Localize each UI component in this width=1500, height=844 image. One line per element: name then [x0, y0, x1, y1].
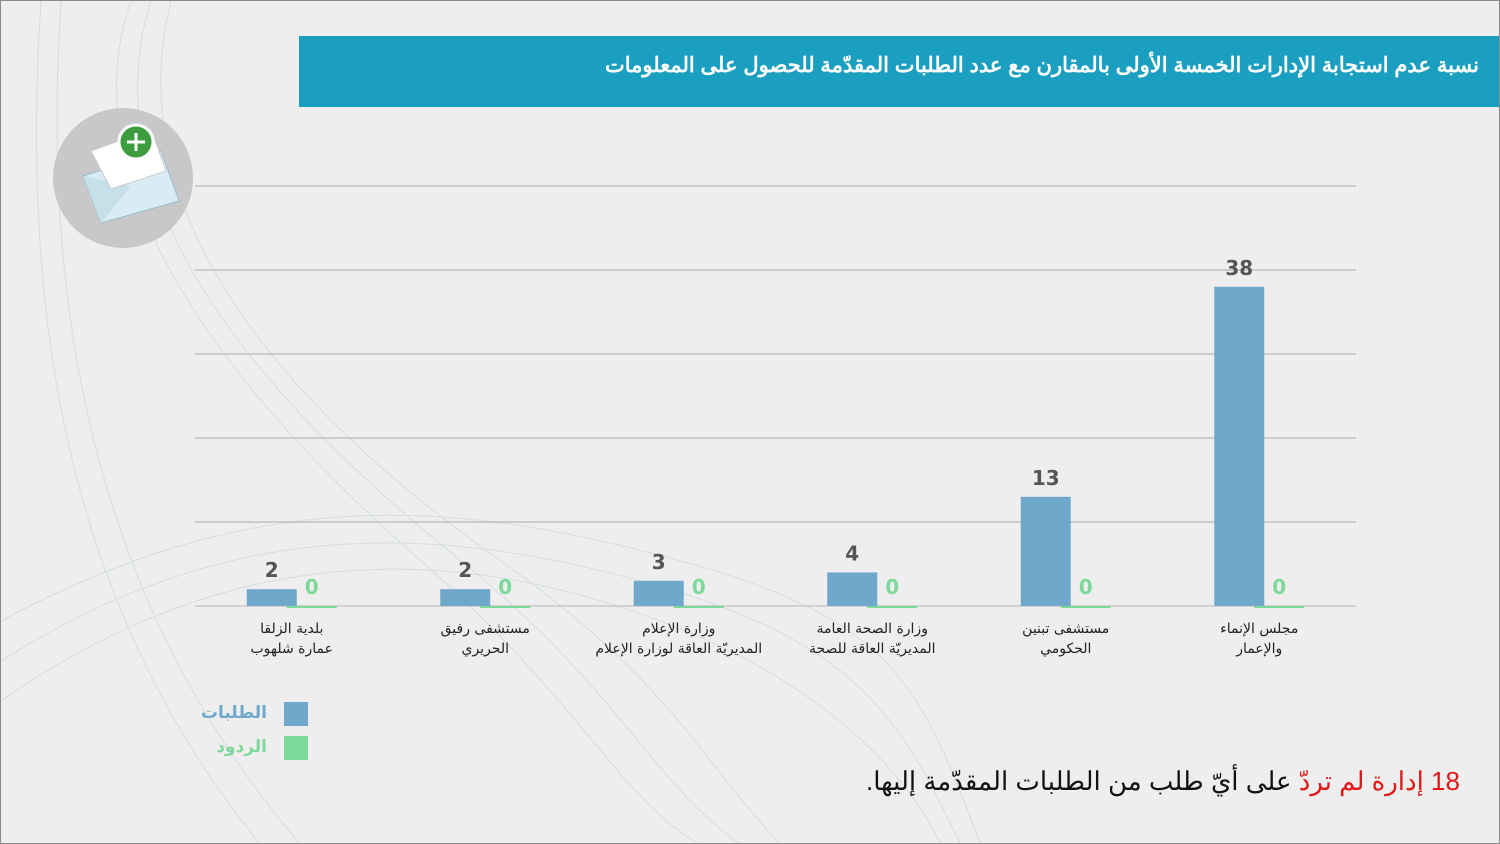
value-label: 13 — [1032, 466, 1060, 490]
value-label: 0 — [305, 575, 319, 599]
bar — [673, 606, 724, 608]
value-label: 4 — [845, 541, 859, 565]
bar — [440, 589, 491, 606]
value-label: 0 — [1079, 575, 1093, 599]
value-label: 0 — [692, 575, 706, 599]
value-label: 2 — [458, 558, 472, 582]
footnote-text: على أيّ طلب من الطلبات المقدّمة إليها. — [866, 766, 1292, 796]
bar — [480, 606, 531, 608]
x-tick-label: مستشفى رفيق الحريري — [440, 621, 530, 657]
bar — [827, 572, 878, 606]
mail-icon — [53, 108, 193, 248]
x-tick-label: مستشفى تبنين الحكومي — [1022, 621, 1110, 657]
x-tick-label: بلدية الزلقا عمارة شلهوب — [250, 621, 334, 657]
value-label: 0 — [885, 575, 899, 599]
value-label: 38 — [1225, 256, 1253, 280]
x-tick-label: وزارة الصحة العامة المديريّة العاقة للصح… — [809, 621, 936, 657]
x-tick-label: وزارة الإعلام المديريّة العاقة لوزارة ال… — [595, 621, 763, 657]
value-label: 0 — [498, 575, 512, 599]
bar — [1020, 496, 1071, 606]
value-label: 3 — [652, 550, 666, 574]
bar — [1060, 606, 1111, 608]
bar — [1214, 286, 1265, 606]
x-tick-label: مجلس الإنماء والإعمار — [1220, 621, 1299, 657]
bar — [286, 606, 337, 608]
bar — [867, 606, 918, 608]
chart-title: نسبة عدم استجابة الإدارات الخمسة الأولى … — [605, 54, 1479, 77]
legend-label: الطلبات — [200, 703, 267, 723]
legend-label: الردود — [216, 737, 267, 757]
bar — [633, 580, 684, 606]
legend-swatch — [284, 702, 308, 726]
title-bar — [299, 36, 1499, 107]
value-label: 0 — [1272, 575, 1286, 599]
bar — [246, 589, 297, 606]
footnote-highlight: 18 إدارة لم تردّ — [1298, 766, 1460, 796]
bar — [1254, 606, 1305, 608]
value-label: 2 — [265, 558, 279, 582]
legend-swatch — [284, 736, 308, 760]
footnote: 18 إدارة لم تردّ على أيّ طلب من الطلبات … — [866, 766, 1460, 797]
